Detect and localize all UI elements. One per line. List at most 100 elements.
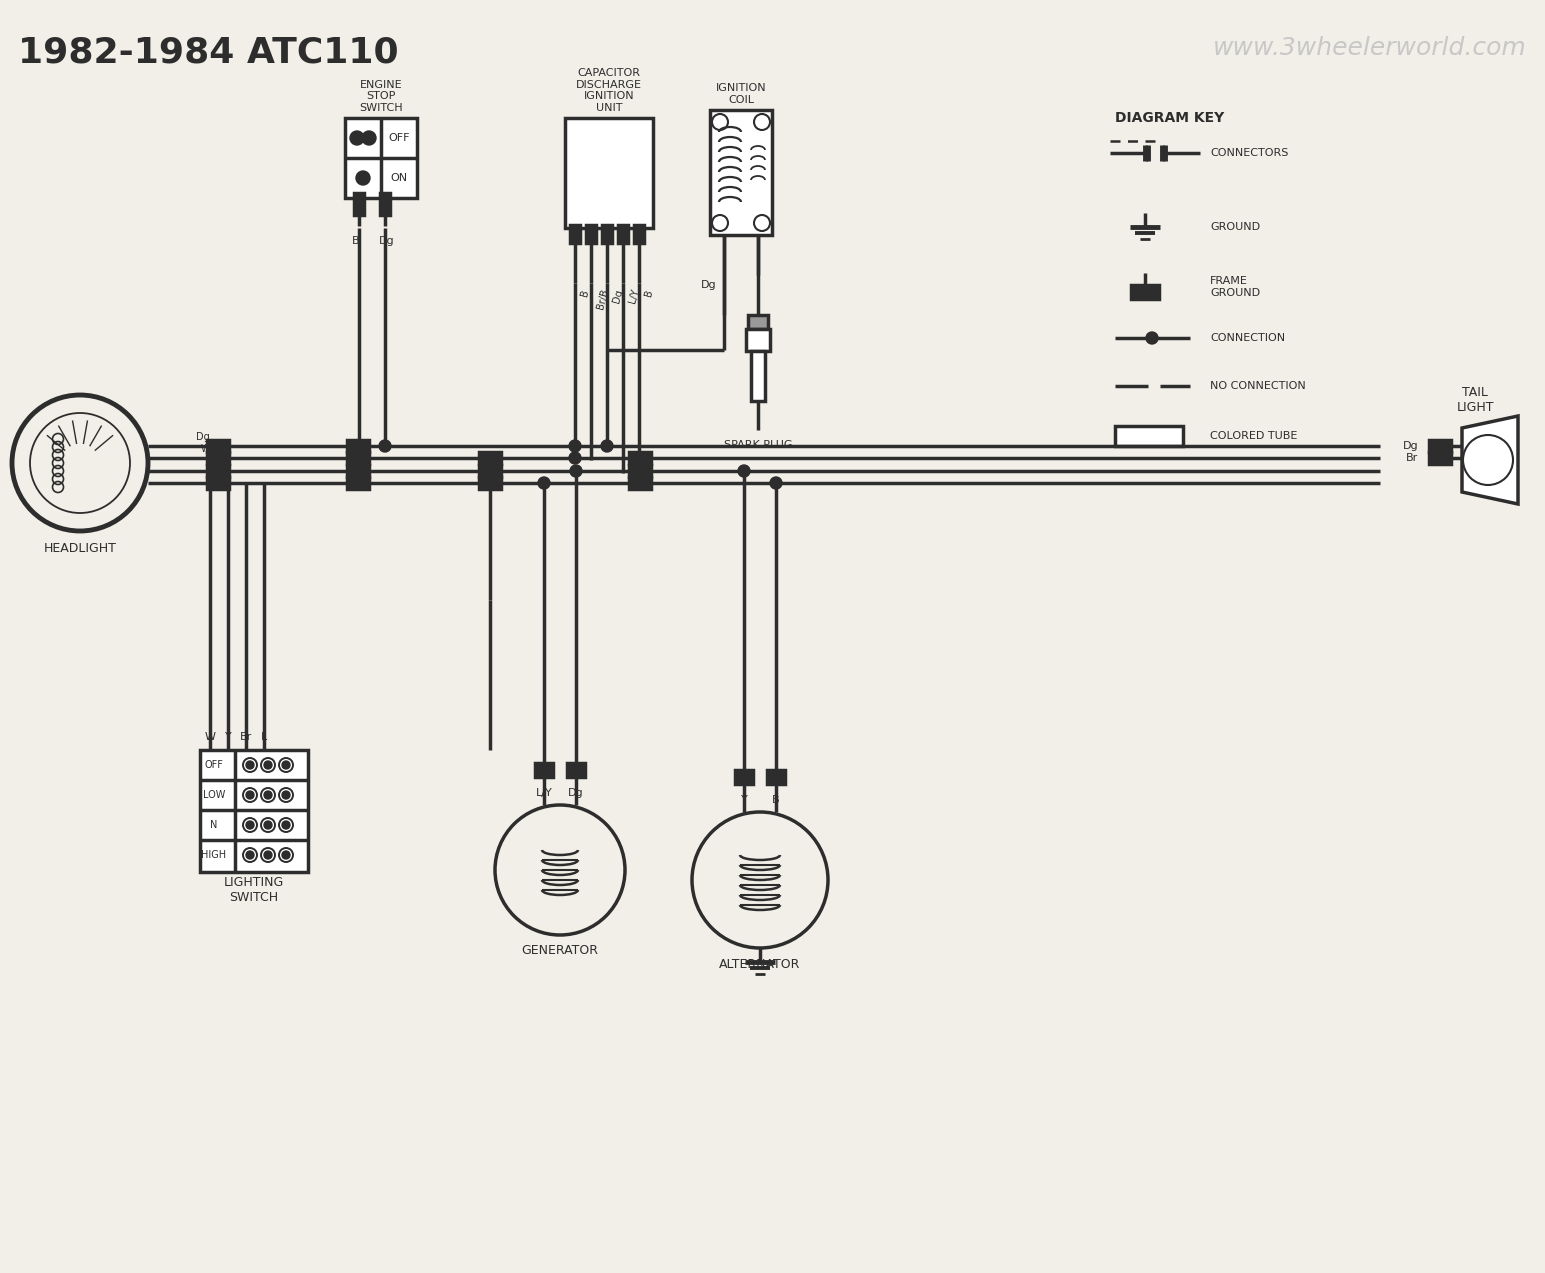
- Bar: [348, 465, 369, 477]
- Text: OFF: OFF: [204, 760, 224, 770]
- Text: Br/B: Br/B: [595, 288, 610, 311]
- Text: W: W: [201, 444, 210, 454]
- Bar: [751, 351, 765, 401]
- Text: L: L: [261, 732, 267, 742]
- Text: GENERATOR: GENERATOR: [522, 943, 598, 956]
- Text: Dg: Dg: [569, 788, 584, 798]
- Text: COLORED TUBE: COLORED TUBE: [1210, 432, 1298, 440]
- Bar: [570, 225, 579, 243]
- Text: Dg: Dg: [610, 288, 624, 304]
- Text: B: B: [643, 288, 655, 297]
- Bar: [766, 770, 785, 784]
- Text: www.3wheelerworld.com: www.3wheelerworld.com: [1213, 36, 1526, 60]
- Text: B: B: [772, 796, 780, 805]
- Circle shape: [739, 465, 749, 477]
- Text: W: W: [204, 732, 215, 742]
- Bar: [603, 225, 612, 243]
- Circle shape: [355, 171, 369, 185]
- Text: Dg: Dg: [1403, 440, 1418, 451]
- Bar: [207, 477, 229, 489]
- Bar: [380, 193, 389, 215]
- Text: N: N: [210, 820, 218, 830]
- Circle shape: [246, 821, 253, 829]
- Circle shape: [283, 791, 290, 799]
- Text: Dg: Dg: [196, 432, 210, 442]
- Text: Br: Br: [1406, 453, 1418, 463]
- Bar: [1115, 426, 1183, 446]
- Bar: [354, 193, 365, 215]
- Text: Dg: Dg: [379, 236, 396, 246]
- Circle shape: [283, 850, 290, 859]
- Circle shape: [362, 131, 375, 145]
- Text: L/Y: L/Y: [627, 288, 641, 304]
- Circle shape: [484, 452, 496, 463]
- Bar: [633, 225, 644, 243]
- Bar: [586, 225, 596, 243]
- Circle shape: [264, 850, 272, 859]
- Bar: [1429, 452, 1451, 463]
- Circle shape: [484, 477, 496, 489]
- Text: L: L: [204, 468, 210, 479]
- Text: Br: Br: [239, 732, 252, 742]
- Bar: [348, 452, 369, 463]
- Text: 1982-1984 ATC110: 1982-1984 ATC110: [19, 34, 399, 69]
- Bar: [565, 118, 654, 228]
- Bar: [207, 452, 229, 463]
- Circle shape: [569, 452, 581, 463]
- Circle shape: [379, 440, 391, 452]
- Text: CONNECTION: CONNECTION: [1210, 334, 1285, 342]
- Text: Dg: Dg: [700, 280, 715, 290]
- Circle shape: [246, 761, 253, 769]
- Text: HEADLIGHT: HEADLIGHT: [43, 541, 116, 555]
- Bar: [735, 770, 752, 784]
- Circle shape: [570, 465, 582, 477]
- Circle shape: [1146, 332, 1159, 344]
- Circle shape: [769, 477, 782, 489]
- Bar: [207, 465, 229, 477]
- Text: Y: Y: [740, 796, 748, 805]
- Bar: [479, 477, 501, 489]
- Text: ENGINE
STOP
SWITCH: ENGINE STOP SWITCH: [358, 80, 403, 113]
- Bar: [1131, 285, 1159, 299]
- Bar: [479, 465, 501, 477]
- Circle shape: [283, 761, 290, 769]
- Text: GROUND: GROUND: [1210, 222, 1261, 232]
- Text: Y: Y: [224, 732, 232, 742]
- Circle shape: [484, 465, 496, 477]
- Text: LOW: LOW: [202, 791, 226, 799]
- Text: TAIL
LIGHT: TAIL LIGHT: [1457, 386, 1494, 414]
- Bar: [711, 109, 772, 236]
- Bar: [535, 763, 553, 777]
- Circle shape: [264, 791, 272, 799]
- Bar: [629, 452, 650, 463]
- Bar: [207, 440, 229, 452]
- Text: CONNECTORS: CONNECTORS: [1210, 148, 1289, 158]
- Text: OFF: OFF: [388, 132, 409, 143]
- Text: ON: ON: [391, 173, 408, 183]
- Circle shape: [352, 452, 365, 463]
- Text: DIAGRAM KEY: DIAGRAM KEY: [1115, 111, 1224, 125]
- Bar: [618, 225, 627, 243]
- Text: SPARK PLUG: SPARK PLUG: [723, 440, 793, 449]
- Bar: [748, 314, 768, 328]
- Bar: [348, 477, 369, 489]
- Circle shape: [246, 791, 253, 799]
- Text: LIGHTING
SWITCH: LIGHTING SWITCH: [224, 876, 284, 904]
- Text: IGNITION
COIL: IGNITION COIL: [715, 84, 766, 104]
- Circle shape: [264, 761, 272, 769]
- Text: NO CONNECTION: NO CONNECTION: [1210, 381, 1306, 391]
- Bar: [479, 452, 501, 463]
- Polygon shape: [1462, 416, 1519, 504]
- Text: HIGH: HIGH: [201, 850, 227, 861]
- Text: CAPACITOR
DISCHARGE
IGNITION
UNIT: CAPACITOR DISCHARGE IGNITION UNIT: [576, 69, 643, 113]
- Text: ALTERNATOR: ALTERNATOR: [720, 959, 800, 971]
- Circle shape: [351, 131, 365, 145]
- Text: FRAME
GROUND: FRAME GROUND: [1210, 276, 1261, 298]
- Text: B: B: [352, 236, 360, 246]
- Bar: [345, 118, 417, 199]
- Text: B: B: [579, 288, 590, 297]
- Bar: [629, 465, 650, 477]
- Circle shape: [569, 440, 581, 452]
- Bar: [567, 763, 586, 777]
- Circle shape: [246, 850, 253, 859]
